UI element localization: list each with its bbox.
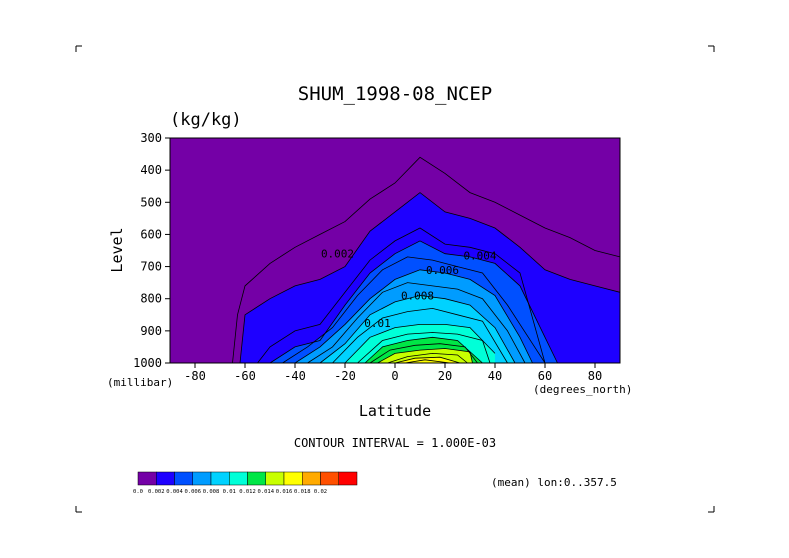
contour-line bbox=[357, 332, 491, 364]
colorbar-label: 0.016 bbox=[276, 489, 293, 495]
chart-title: SHUM_1998-08_NCEP bbox=[298, 83, 492, 105]
crop-marks bbox=[75, 45, 715, 513]
x-axis: -80 -60 -40 -20 0 20 40 60 80 bbox=[184, 363, 602, 383]
crop-mark-top-left bbox=[75, 45, 82, 52]
colorbar-label: 0.002 bbox=[148, 489, 165, 495]
y-tick-label: 500 bbox=[140, 195, 162, 209]
contour-label: 0.01 bbox=[364, 317, 391, 330]
contour-fill bbox=[405, 359, 450, 363]
x-axis-label: Latitude bbox=[359, 402, 431, 420]
colorbar-label: 0.0 bbox=[133, 489, 143, 495]
colorbar-swatch bbox=[320, 471, 339, 486]
x-unit-label: (degrees_north) bbox=[533, 383, 632, 396]
x-tick-label: -60 bbox=[234, 369, 256, 383]
plot-area: 0.002 0.004 0.006 0.008 0.01 bbox=[169, 137, 621, 364]
colorbar-label: 0.02 bbox=[314, 489, 327, 495]
contour-fills bbox=[240, 192, 620, 363]
x-tick-label: 80 bbox=[588, 369, 602, 383]
colorbar-swatch bbox=[137, 471, 157, 486]
y-tick-label: 700 bbox=[140, 260, 162, 274]
x-tick-label: 60 bbox=[538, 369, 552, 383]
y-unit-label: (millibar) bbox=[107, 376, 173, 389]
y-tick-label: 400 bbox=[140, 163, 162, 177]
contour-label: 0.008 bbox=[401, 290, 434, 303]
contour-label: 0.004 bbox=[463, 249, 496, 262]
colorbar-label: 0.008 bbox=[203, 489, 220, 495]
contour-line bbox=[319, 295, 516, 364]
colorbar-swatch bbox=[156, 471, 175, 486]
colorbar-swatch bbox=[247, 471, 266, 486]
contour-label: 0.002 bbox=[321, 248, 354, 261]
colorbar-label: 0.01 bbox=[223, 489, 236, 495]
x-tick-label: -40 bbox=[284, 369, 306, 383]
contour-line bbox=[232, 156, 621, 364]
contour-line bbox=[282, 256, 546, 364]
y-axis: 300 400 500 600 700 800 900 1000 bbox=[133, 131, 170, 370]
contour-interval-text: CONTOUR INTERVAL = 1.000E-03 bbox=[294, 436, 496, 450]
x-tick-label: 40 bbox=[488, 369, 502, 383]
contour-line bbox=[404, 359, 451, 364]
colorbar-label: 0.006 bbox=[184, 489, 201, 495]
contour-line bbox=[332, 307, 508, 364]
colorbar-swatch bbox=[265, 471, 285, 486]
colorbar-label: 0.014 bbox=[257, 489, 274, 495]
colorbar-swatch bbox=[302, 471, 321, 486]
y-tick-label: 1000 bbox=[133, 356, 162, 370]
contour-line bbox=[269, 240, 558, 364]
contour-line bbox=[239, 192, 621, 364]
contour-line bbox=[294, 269, 533, 364]
contour-lines bbox=[232, 156, 621, 364]
x-tick-label: 0 bbox=[391, 369, 398, 383]
crop-mark-bottom-right bbox=[708, 506, 715, 513]
colorbar-label: 0.004 bbox=[166, 489, 183, 495]
contour-line bbox=[364, 336, 483, 364]
contour-line bbox=[369, 343, 478, 364]
y-axis-label: Level bbox=[108, 227, 126, 272]
x-tick-label: -80 bbox=[184, 369, 206, 383]
y-tick-label: 600 bbox=[140, 227, 162, 241]
colorbar-swatch bbox=[174, 471, 193, 486]
colorbar-swatch bbox=[192, 471, 212, 486]
units-label: (kg/kg) bbox=[170, 110, 242, 130]
contour-line bbox=[377, 348, 473, 364]
contour-label: 0.006 bbox=[426, 264, 459, 277]
colorbar-swatch bbox=[338, 471, 358, 486]
colorbar-label: 0.018 bbox=[294, 489, 311, 495]
mean-annotation: (mean) lon:0..357.5 bbox=[491, 476, 617, 489]
colorbar-swatch bbox=[210, 471, 230, 486]
colorbar-label: 0.012 bbox=[239, 489, 256, 495]
contour-line bbox=[257, 227, 546, 364]
crop-mark-bottom-left bbox=[75, 506, 82, 513]
contour-line bbox=[394, 356, 461, 364]
contour-line bbox=[387, 352, 468, 364]
x-tick-label: 20 bbox=[438, 369, 452, 383]
y-tick-label: 900 bbox=[140, 324, 162, 338]
colorbar-swatch bbox=[229, 471, 248, 486]
colorbar-swatch bbox=[283, 471, 303, 486]
x-tick-label: -20 bbox=[334, 369, 356, 383]
y-tick-label: 800 bbox=[140, 292, 162, 306]
contour-line bbox=[344, 323, 496, 364]
crop-mark-top-right bbox=[708, 45, 715, 52]
colorbar: 0.0 0.002 0.004 0.006 0.008 0.01 0.012 0.014 0.0… bbox=[133, 471, 358, 495]
y-tick-label: 300 bbox=[140, 131, 162, 145]
contour-line bbox=[307, 282, 526, 364]
contour-labels: 0.002 0.004 0.006 0.008 0.01 bbox=[321, 248, 497, 330]
